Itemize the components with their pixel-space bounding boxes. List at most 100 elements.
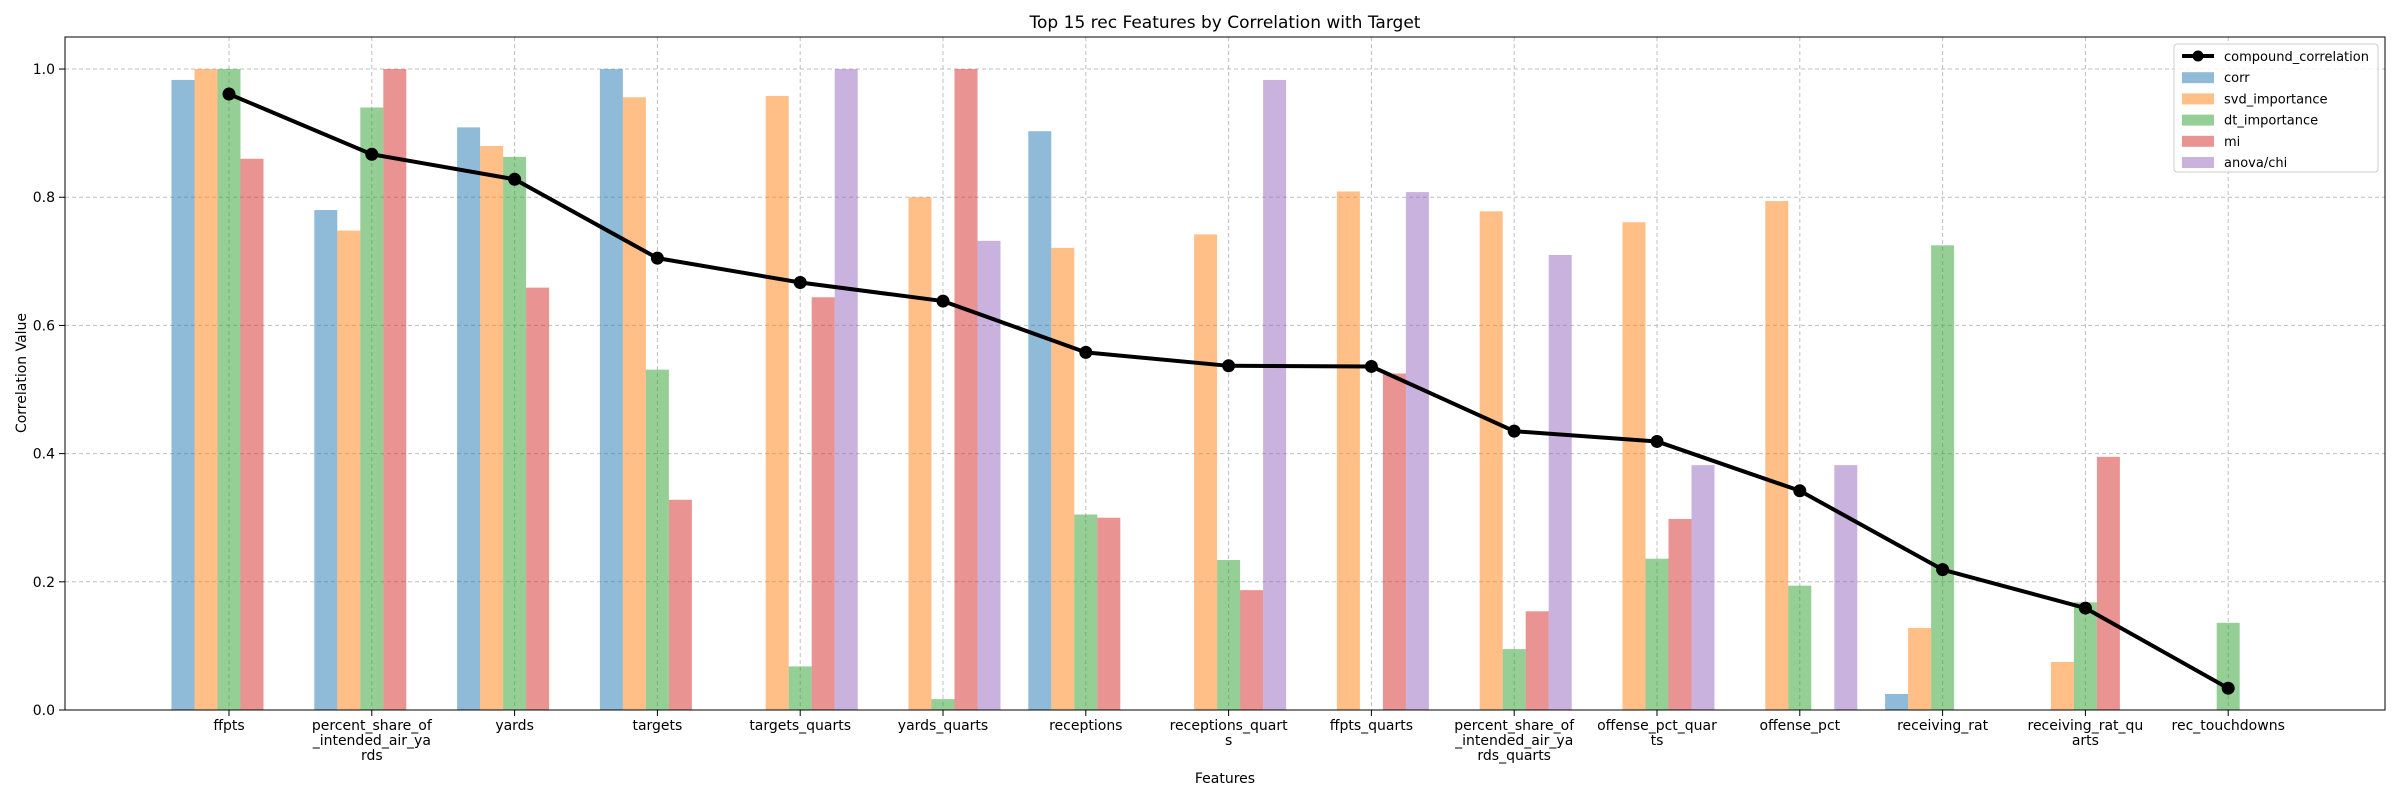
bar-anova-chi [1263,79,1287,711]
x-tick-label-line: _intended_air_ya [312,733,431,749]
bar-dt-importance [1931,245,1955,711]
legend-entry: mi [2182,135,2240,150]
bar-mi [526,287,550,710]
x-tick-label-line: ffpts_quarts [1330,718,1413,734]
legend-label: svd_importance [2224,92,2328,107]
bar-svd-importance [1908,627,1932,710]
x-tick-label: ffpts [213,718,244,734]
x-tick-label-line: receptions_quart [1170,718,1288,734]
x-tick-label: receptions [1049,718,1122,734]
legend-label: dt_importance [2224,114,2318,129]
x-tick-label-line: arts [2072,733,2099,749]
bar-anova-chi [1405,192,1429,710]
bar-corr [171,79,195,711]
x-tick-label-line: percent_share_of [312,718,433,734]
bar-corr [599,69,623,711]
x-tick-label-line: rec_touchdowns [2172,718,2285,734]
bar-svd-importance [1479,211,1503,710]
bar-anova-chi [1691,465,1715,710]
x-tick-label-line: percent_share_of [1454,718,1575,734]
x-tick-label-line: _intended_air_ya [1454,733,1573,749]
x-tick-label-line: receptions [1049,718,1122,734]
x-tick-label: targets [632,718,682,734]
x-tick-label: targets_quarts [749,718,851,734]
bar-mi [383,69,407,711]
bar-svd-importance [622,97,646,711]
bar-mi [668,499,692,710]
bars [171,69,2240,711]
legend-label: mi [2224,135,2240,150]
bar-mi [1525,611,1549,710]
bar-svd-importance [1765,201,1789,711]
bar-anova-chi [977,240,1001,710]
legend-swatch [2182,72,2214,84]
bar-corr [1885,693,1909,710]
compound-correlation-point [2078,601,2092,615]
compound-correlation-point [2221,681,2235,695]
x-tick-label-line: offense_pct [1759,718,1840,734]
bar-dt-importance [1788,585,1812,710]
x-tick-label-line: ts [1651,733,1664,749]
x-tick-label: percent_share_of _intended_air_ya rds [312,718,433,764]
bar-svd-importance [1194,234,1218,710]
compound-correlation-point [650,251,664,265]
x-tick-label: yards_quarts [898,718,988,734]
compound-correlation-point [508,172,522,186]
y-tick-label: 0.4 [33,447,55,463]
y-tick-label: 1.0 [33,62,55,78]
x-tick-label: receiving_rat_qu arts [2028,718,2144,749]
legend-box [2173,43,2379,173]
bar-svd-importance [194,69,218,711]
bar-anova-chi [1834,465,1858,710]
compound-correlation-point [1364,359,1378,373]
x-tick-label-line: targets [632,718,682,734]
bar-mi [1240,590,1264,710]
legend-entry: dt_importance [2182,114,2318,129]
x-tick-label-line: offense_pct_quar [1597,718,1717,734]
legend-swatch [2182,93,2214,105]
bar-mi [811,297,835,710]
x-tick-label: receiving_rat [1897,718,1989,734]
legend-label: compound_correlation [2224,50,2369,65]
compound-correlation-point [1936,563,1950,577]
x-tick-label: yards [495,718,534,734]
x-tick-label: receptions_quart s [1170,718,1288,749]
x-tick-label: offense_pct [1759,718,1840,734]
bar-anova-chi [1548,254,1572,710]
x-tick-label: offense_pct_quar ts [1597,718,1717,749]
bar-mi [1382,373,1406,710]
x-tick-label-line: yards [495,718,534,734]
y-tick-label: 0.2 [33,575,55,591]
x-tick-label-line: yards_quarts [898,718,988,734]
bar-dt-importance [1217,560,1241,710]
bar-corr [314,210,338,711]
compound-correlation-point [365,147,379,161]
y-tick-label: 0.0 [33,703,55,719]
compound-line [222,87,2235,695]
bar-mi [240,158,264,710]
compound-correlation-point [1079,345,1093,359]
x-tick-label: percent_share_of _intended_air_ya rds_quar… [1454,718,1575,764]
compound-correlation-point [936,294,950,308]
x-tick-label-line: rds [361,748,383,764]
bar-dt-importance [1074,514,1098,710]
plot-frame [64,36,2386,711]
bar-svd-importance [1336,191,1360,710]
bar-corr [457,127,481,711]
x-tick-label-line: s [1225,733,1232,749]
y-tick-label: 0.6 [33,318,55,334]
x-tick-label-line: targets_quarts [749,718,851,734]
y-axis-ticks: 0.0 0.2 0.4 0.6 0.8 1.0 [33,62,65,719]
compound-correlation-point [1507,424,1521,438]
legend-entry: corr [2182,71,2250,86]
y-axis-label: Correlation Value [14,313,30,433]
bar-dt-importance [217,69,241,711]
x-axis-ticks: ffpts percent_share_of _intended_air_ya rds… [213,710,2285,764]
bar-dt-importance [1502,649,1526,710]
chart-title: Top 15 rec Features by Correlation with … [1029,13,1421,33]
bar-svd-importance [337,230,361,710]
bar-mi [1668,518,1692,710]
bar-mi [954,69,978,711]
legend-entry: compound_correlation [2182,50,2369,65]
